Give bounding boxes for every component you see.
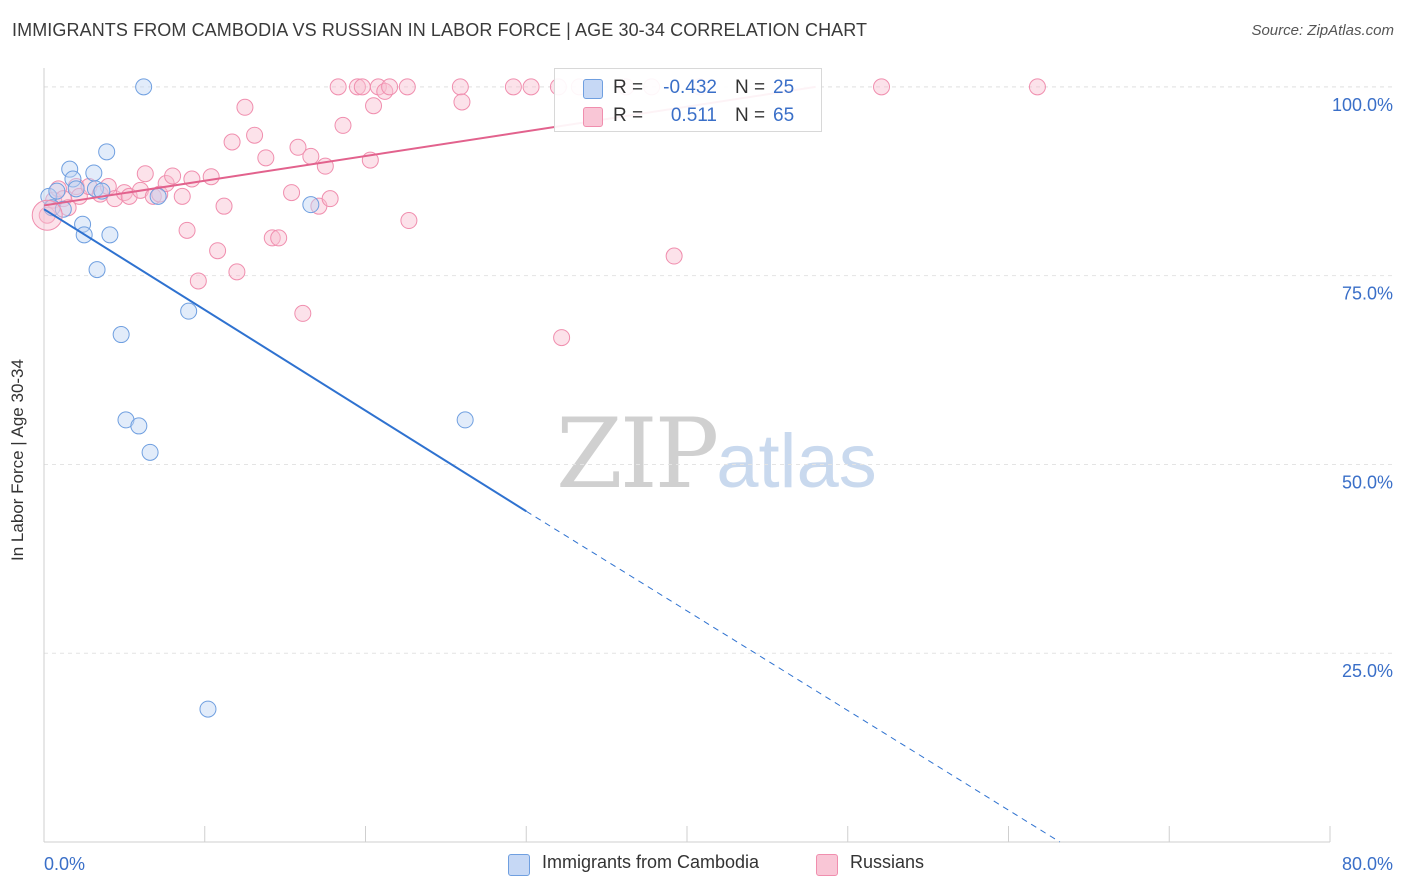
russians-point — [1028, 78, 1046, 96]
cambodia-point — [85, 164, 103, 182]
cambodia-point — [48, 182, 66, 200]
legend-n-value: 65 — [773, 105, 795, 126]
watermark-zip: ZIP — [556, 398, 719, 510]
russians-point — [246, 126, 264, 144]
russians-point — [522, 78, 540, 96]
cambodia-point — [112, 326, 130, 344]
legend-swatch-russians — [816, 854, 838, 876]
russians-point — [189, 272, 207, 290]
cambodia-point — [302, 196, 320, 214]
russians-point — [270, 229, 288, 247]
russians-point — [215, 197, 233, 215]
cambodia-point — [130, 417, 148, 435]
russians-point — [353, 78, 371, 96]
russians-point — [202, 168, 220, 186]
y-tick-label: 25.0% — [1342, 661, 1393, 681]
cambodia-point — [180, 302, 198, 320]
source-label: Source: ZipAtlas.com — [1251, 22, 1394, 39]
russians-point — [228, 263, 246, 281]
legend-n-value: 25 — [773, 77, 795, 98]
legend-swatch-cambodia — [583, 79, 603, 99]
cambodia-point — [64, 170, 82, 188]
legend-r-value: 0.511 — [670, 105, 717, 126]
russians-point — [263, 229, 281, 247]
russians-point — [376, 82, 394, 100]
russians-point — [553, 329, 571, 347]
x-tick-label-min: 0.0% — [44, 854, 85, 874]
russians-point — [400, 212, 418, 230]
russians-point — [164, 167, 182, 185]
cambodia-point — [149, 187, 167, 205]
legend-row-cambodia: R = -0.432 N = 25 — [555, 73, 821, 103]
cambodia-trendline — [43, 208, 527, 513]
russians-point — [451, 78, 469, 96]
russians-point — [236, 98, 254, 116]
legend-label-cambodia: Immigrants from Cambodia — [542, 852, 760, 872]
russians-point — [504, 78, 522, 96]
legend-r-label: R = — [613, 105, 644, 126]
y-tick-label: 75.0% — [1342, 284, 1393, 304]
y-axis-label: In Labor Force | Age 30-34 — [8, 359, 27, 561]
legend-label-russians: Russians — [850, 852, 925, 872]
cambodia-point — [98, 143, 116, 161]
legend-n-label: N = — [735, 77, 766, 98]
russians-point — [665, 247, 683, 265]
russians-point — [223, 133, 241, 151]
russians-point — [302, 147, 320, 165]
cambodia-point — [67, 180, 85, 198]
russians-point — [334, 116, 352, 134]
legend-swatch-russians — [583, 107, 603, 127]
russians-point — [381, 78, 399, 96]
russians-point — [329, 78, 347, 96]
cambodia-point — [101, 226, 119, 244]
russians-point — [209, 242, 227, 260]
legend-row-russians: R = 0.511 N = 65 — [555, 101, 821, 131]
y-tick-label: 50.0% — [1342, 472, 1393, 492]
russians-point — [294, 304, 312, 322]
russians-point — [173, 187, 191, 205]
cambodia-point — [135, 78, 153, 96]
y-tick-label: 100.0% — [1332, 95, 1393, 115]
russians-point — [873, 78, 891, 96]
watermark: ZIPatlas — [556, 398, 877, 510]
watermark-atlas: atlas — [716, 419, 877, 504]
russians-point — [283, 184, 301, 202]
russians-point — [257, 149, 275, 167]
cambodia-trendline-extrapolated — [525, 510, 1061, 843]
legend-box: R = -0.432 N = 25 R = 0.511 N = 65 — [554, 68, 822, 132]
russians-point — [178, 221, 196, 239]
russians-point — [398, 78, 416, 96]
cambodia-point — [88, 261, 106, 279]
russians-point-large — [31, 199, 63, 231]
russians-point — [183, 170, 201, 188]
cambodia-point — [141, 443, 159, 461]
cambodia-point — [54, 200, 72, 218]
russians-point — [321, 190, 339, 208]
russians-point — [348, 78, 366, 96]
cambodia-point — [199, 700, 217, 718]
russians-point — [136, 165, 154, 183]
russians-point — [289, 138, 307, 156]
legend-swatch-cambodia — [508, 854, 530, 876]
legend-n-label: N = — [735, 105, 766, 126]
x-tick-label-max: 80.0% — [1342, 854, 1393, 874]
cambodia-point — [456, 411, 474, 429]
cambodia-point — [61, 160, 79, 178]
chart-title: IMMIGRANTS FROM CAMBODIA VS RUSSIAN IN L… — [12, 20, 868, 40]
legend-r-label: R = — [613, 77, 644, 98]
russians-point — [453, 93, 471, 111]
legend-r-value: -0.432 — [663, 77, 717, 98]
russians-point — [365, 97, 383, 115]
